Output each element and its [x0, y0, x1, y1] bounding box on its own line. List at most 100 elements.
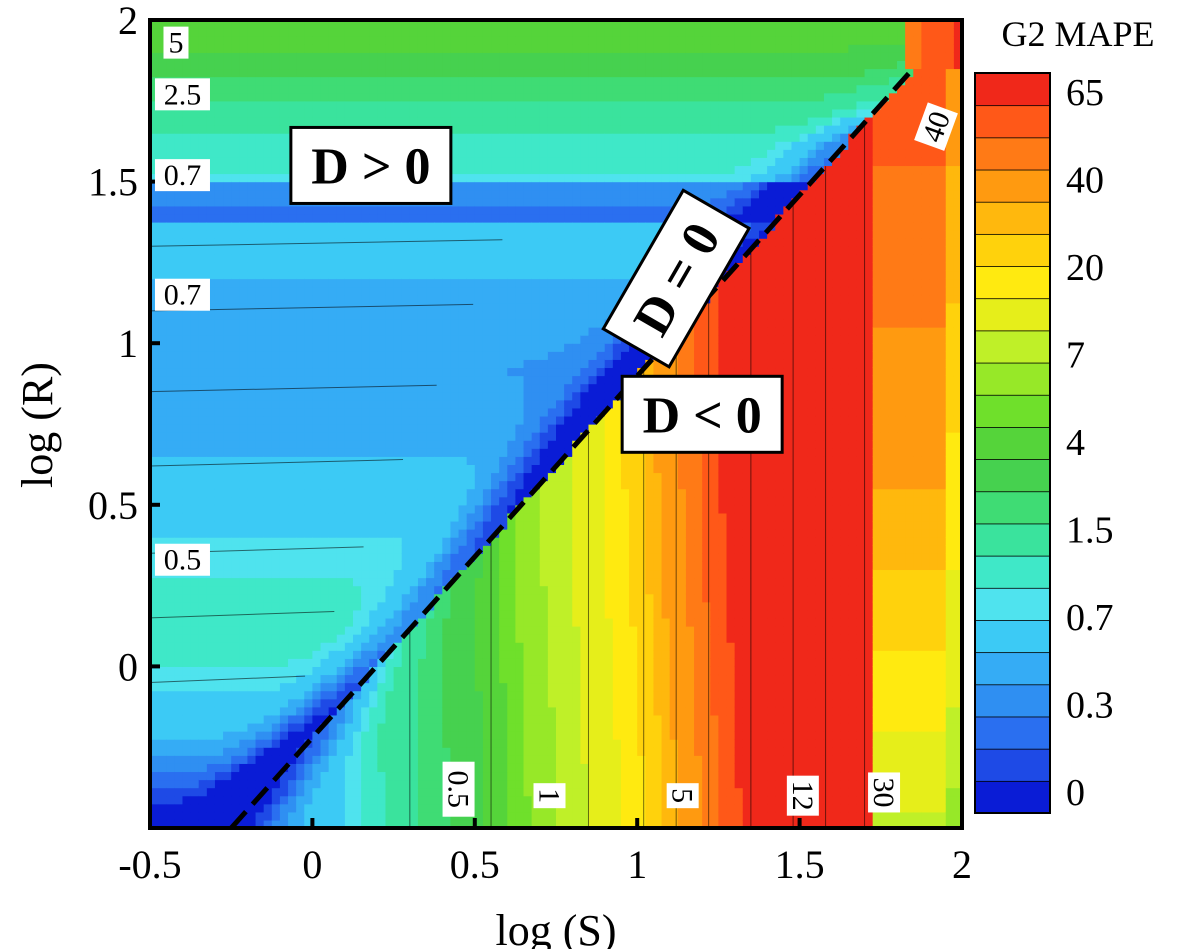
field-cell [377, 561, 387, 571]
field-cell [434, 116, 443, 126]
field-cell [328, 755, 338, 764]
field-cell [515, 60, 525, 70]
field-cell [263, 213, 273, 223]
field-cell [434, 407, 443, 417]
field-cell [223, 787, 232, 797]
field-cell [515, 747, 525, 756]
field-cell [320, 100, 330, 110]
field-cell [247, 189, 257, 199]
field-cell [466, 165, 476, 175]
field-cell [336, 537, 346, 546]
field-cell [450, 189, 460, 199]
field-cell [174, 488, 184, 498]
field-cell [198, 399, 208, 409]
field-cell [312, 399, 322, 409]
field-cell [547, 626, 557, 635]
field-cell [231, 149, 240, 158]
field-cell [288, 383, 297, 393]
field-cell [515, 149, 525, 158]
field-cell [458, 520, 468, 530]
field-cell [296, 343, 305, 352]
field-cell [458, 391, 468, 401]
field-cell [482, 634, 492, 643]
field-cell [547, 448, 557, 457]
field-cell [539, 399, 549, 409]
field-cell [507, 286, 516, 296]
field-cell [198, 504, 208, 514]
field-cell [150, 747, 159, 756]
field-cell [231, 375, 240, 385]
field-cell [385, 68, 395, 78]
field-cell [182, 424, 192, 433]
field-cell [320, 714, 330, 724]
field-cell [377, 658, 387, 667]
field-cell [377, 108, 387, 118]
field-cell [442, 205, 452, 215]
field-cell [361, 779, 370, 789]
field-cell [499, 60, 508, 70]
field-cell [271, 343, 281, 352]
field-cell [409, 375, 419, 385]
field-cell [417, 230, 427, 239]
field-cell [190, 141, 200, 150]
field-cell [499, 262, 508, 272]
field-cell [369, 213, 378, 223]
field-cell [223, 36, 232, 45]
field-cell [231, 755, 240, 764]
field-cell [434, 270, 443, 280]
field-cell [523, 359, 533, 369]
field-cell [223, 642, 232, 651]
field-cell [231, 254, 240, 263]
field-cell [336, 585, 346, 595]
field-cell [353, 254, 362, 263]
field-cell [434, 779, 443, 789]
field-cell [182, 432, 192, 441]
field-cell [304, 375, 313, 385]
field-cell [206, 698, 216, 708]
field-cell [247, 803, 257, 813]
field-cell [320, 222, 330, 231]
field-cell [150, 698, 159, 708]
field-cell [214, 318, 224, 328]
field-cell [344, 819, 354, 828]
field-cell [442, 44, 452, 53]
field-cell [482, 763, 492, 773]
field-cell [361, 747, 370, 756]
field-cell [523, 100, 533, 110]
field-cell [515, 763, 525, 773]
field-cell [442, 553, 452, 562]
field-cell [409, 488, 419, 498]
field-cell [214, 415, 224, 425]
field-cell [458, 634, 468, 643]
field-cell [150, 173, 159, 183]
field-cell [190, 205, 200, 215]
field-cell [466, 698, 476, 708]
field-cell [263, 181, 273, 191]
field-cell [239, 310, 249, 320]
field-cell [434, 262, 443, 272]
field-cell [206, 359, 216, 369]
field-cell [271, 537, 281, 546]
field-cell [393, 238, 403, 247]
field-cell [190, 617, 200, 627]
field-cell [361, 359, 370, 369]
field-cell [482, 512, 492, 522]
field-cell [223, 593, 232, 603]
field-cell [296, 310, 305, 320]
field-cell [426, 76, 435, 86]
field-cell [288, 367, 297, 377]
field-cell [426, 698, 435, 708]
field-cell [166, 803, 175, 813]
field-cell [320, 569, 330, 579]
field-cell [482, 650, 492, 659]
field-cell [304, 658, 313, 667]
field-cell [304, 456, 313, 465]
field-cell [150, 254, 159, 263]
field-cell [231, 512, 240, 522]
field-cell [166, 375, 175, 385]
field-cell [344, 343, 354, 352]
field-cell [450, 747, 460, 756]
field-cell [296, 375, 305, 385]
field-cell [401, 480, 411, 490]
field-cell [409, 698, 419, 708]
